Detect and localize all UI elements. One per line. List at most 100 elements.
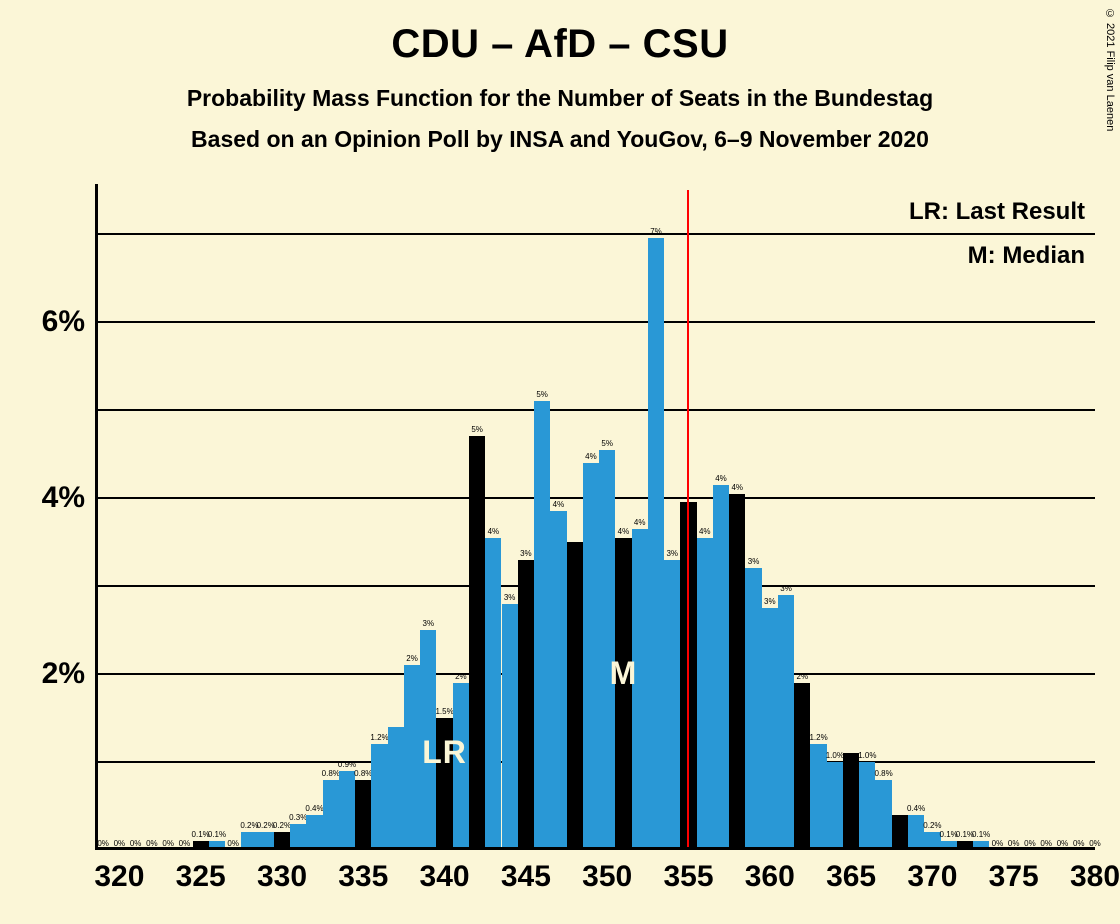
- bar-value-label: 0.1%: [972, 830, 990, 839]
- bar-value-label: 4%: [618, 527, 630, 536]
- bar: 3%: [502, 604, 518, 850]
- bar-value-label: 5%: [601, 439, 613, 448]
- bar-value-label: 3%: [764, 597, 776, 606]
- bar-value-label: 5%: [471, 425, 483, 434]
- title-main: CDU – AfD – CSU: [0, 22, 1120, 67]
- bar: 3%: [664, 560, 680, 850]
- bar-value-label: 4%: [553, 500, 565, 509]
- bar-value-label: 2%: [797, 672, 809, 681]
- bar: 0.9%: [339, 771, 355, 850]
- bar-value-label: 7%: [650, 227, 662, 236]
- bar: 7%: [648, 238, 664, 850]
- x-tick-label: 350: [582, 860, 632, 894]
- y-axis: [95, 184, 98, 850]
- bar-value-label: 2%: [455, 672, 467, 681]
- bar-value-label: 4%: [715, 474, 727, 483]
- bar-value-label: 0.2%: [273, 821, 291, 830]
- bar: 4%: [713, 485, 729, 850]
- x-tick-label: 335: [338, 860, 388, 894]
- bar-value-label: 0.4%: [907, 804, 925, 813]
- bar: 4%: [729, 494, 745, 850]
- bar-value-label: 5%: [536, 390, 548, 399]
- title-subtitle-1: Probability Mass Function for the Number…: [0, 85, 1120, 112]
- bar-value-label: 1.5%: [435, 707, 453, 716]
- bar-value-label: 2%: [406, 654, 418, 663]
- bar: 4%: [485, 538, 501, 850]
- plot-area: 2%4%6%3203253303353403453503553603653703…: [95, 190, 1095, 850]
- annotation-median: M: [610, 655, 638, 692]
- x-axis: [95, 847, 1095, 850]
- bar: 4%: [697, 538, 713, 850]
- x-tick-label: 380: [1070, 860, 1120, 894]
- bar: 3%: [778, 595, 794, 850]
- x-tick-label: 365: [826, 860, 876, 894]
- x-tick-label: 370: [907, 860, 957, 894]
- bar-value-label: 0.1%: [208, 830, 226, 839]
- bar-value-label: 0.9%: [338, 760, 356, 769]
- majority-line: [687, 190, 689, 850]
- x-tick-label: 360: [745, 860, 795, 894]
- bar: 3%: [762, 608, 778, 850]
- bar-value-label: 0.8%: [322, 769, 340, 778]
- bar-value-label: 0.8%: [874, 769, 892, 778]
- bar: [843, 753, 859, 850]
- bar: 4%: [615, 538, 631, 850]
- bar-value-label: 1.0%: [858, 751, 876, 760]
- pmf-chart: 2%4%6%3203253303353403453503553603653703…: [95, 190, 1095, 850]
- bar: 0.8%: [323, 780, 339, 850]
- x-tick-label: 320: [94, 860, 144, 894]
- bar: [892, 815, 908, 850]
- x-tick-label: 340: [420, 860, 470, 894]
- gridline-major: [95, 321, 1095, 323]
- bar: 2%: [404, 665, 420, 850]
- bar: 2%: [794, 683, 810, 850]
- bar-value-label: 3%: [748, 557, 760, 566]
- bar-value-label: 4%: [634, 518, 646, 527]
- bar: [388, 727, 404, 850]
- bar-value-label: 4%: [585, 452, 597, 461]
- x-tick-label: 345: [501, 860, 551, 894]
- y-tick-label: 2%: [42, 657, 85, 691]
- bar-value-label: 3%: [666, 549, 678, 558]
- legend-last-result: LR: Last Result: [909, 198, 1085, 226]
- bar: [567, 542, 583, 850]
- bar: 0.4%: [908, 815, 924, 850]
- bar: 3%: [518, 560, 534, 850]
- bar-value-label: 0.2%: [923, 821, 941, 830]
- bar-value-label: 1.2%: [809, 733, 827, 742]
- annotation-lr: LR: [422, 734, 467, 771]
- bar-value-label: 3%: [780, 584, 792, 593]
- x-tick-label: 330: [257, 860, 307, 894]
- bar: 1.0%: [827, 762, 843, 850]
- bar: 1.2%: [371, 744, 387, 850]
- bar-value-label: 0.3%: [289, 813, 307, 822]
- gridline-minor: [95, 233, 1095, 235]
- y-tick-label: 4%: [42, 481, 85, 515]
- bar-value-label: 3%: [423, 619, 435, 628]
- gridline-minor: [95, 409, 1095, 411]
- bar: 5%: [534, 401, 550, 850]
- legend-median: M: Median: [968, 242, 1085, 270]
- bar: 0.8%: [355, 780, 371, 850]
- bar-value-label: 4%: [488, 527, 500, 536]
- bar: 5%: [469, 436, 485, 850]
- bar-value-label: 4%: [731, 483, 743, 492]
- bar: 4%: [550, 511, 566, 850]
- bar-value-label: 1.2%: [370, 733, 388, 742]
- bar: 5%: [599, 450, 615, 850]
- x-tick-label: 355: [663, 860, 713, 894]
- title-subtitle-2: Based on an Opinion Poll by INSA and You…: [0, 126, 1120, 153]
- x-tick-label: 375: [989, 860, 1039, 894]
- bar: 3%: [745, 568, 761, 850]
- bar-value-label: 0.8%: [354, 769, 372, 778]
- bar: 0.8%: [875, 780, 891, 850]
- y-tick-label: 6%: [42, 305, 85, 339]
- x-tick-label: 325: [176, 860, 226, 894]
- bar-value-label: 4%: [699, 527, 711, 536]
- bar-value-label: 0.4%: [305, 804, 323, 813]
- chart-titles: CDU – AfD – CSU Probability Mass Functio…: [0, 22, 1120, 153]
- bar: 0.4%: [306, 815, 322, 850]
- bar-value-label: 1.0%: [826, 751, 844, 760]
- bar: 4%: [583, 463, 599, 850]
- bar: 1.2%: [810, 744, 826, 850]
